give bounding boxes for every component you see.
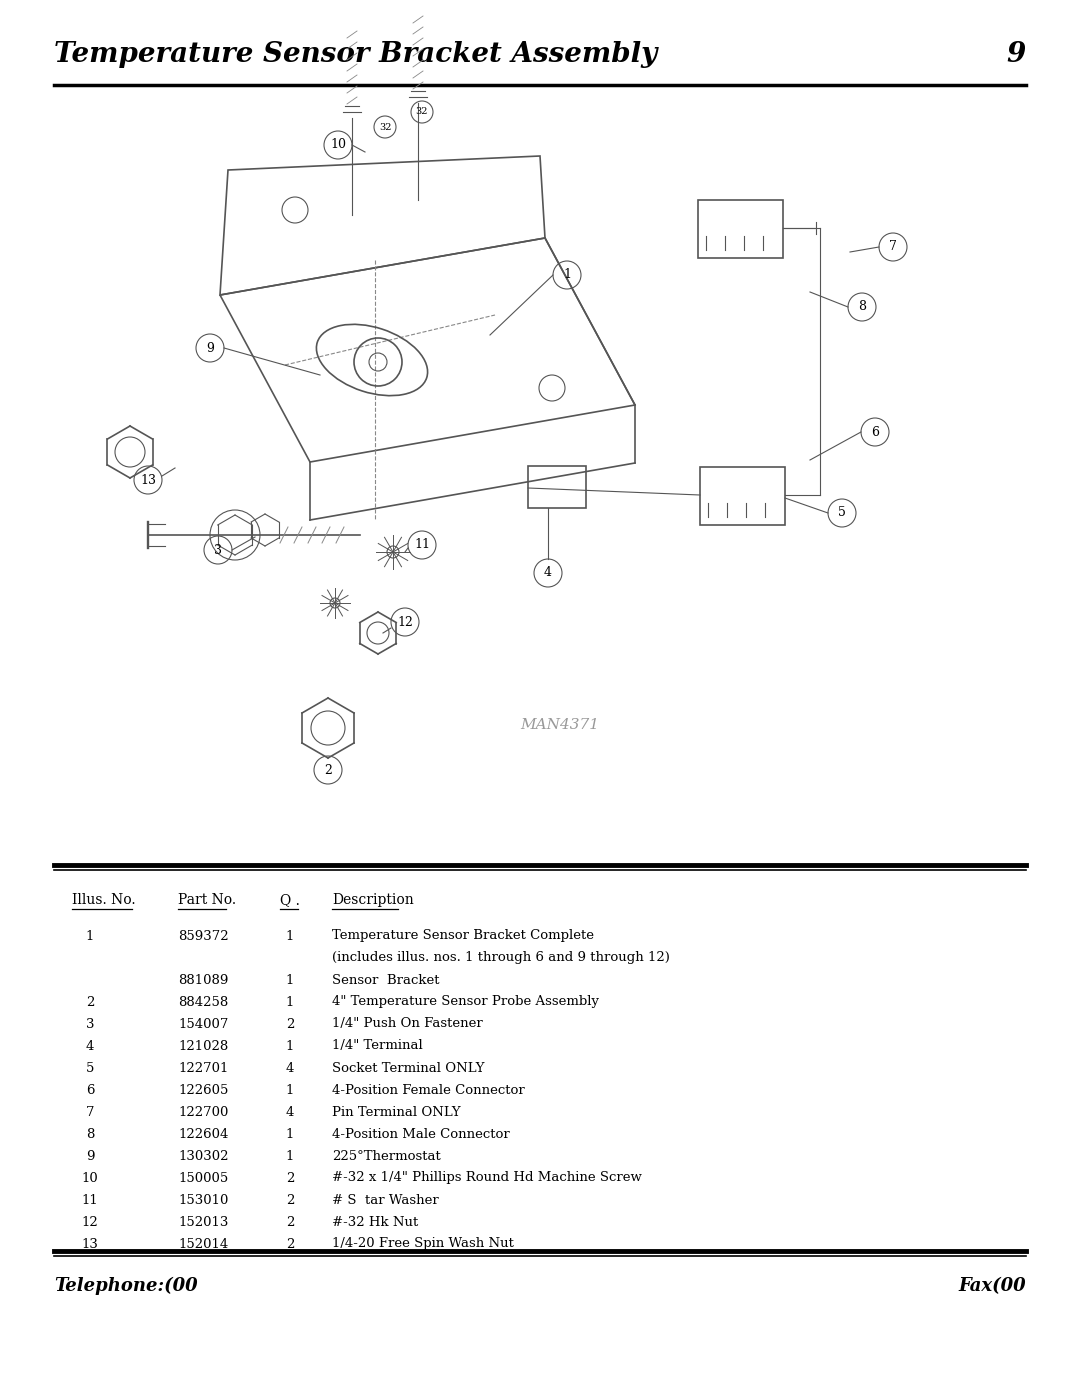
Text: 4: 4 bbox=[544, 567, 552, 580]
Text: 153010: 153010 bbox=[178, 1193, 228, 1207]
Text: 1: 1 bbox=[286, 1039, 294, 1052]
Text: 6: 6 bbox=[85, 1084, 94, 1097]
Text: 1: 1 bbox=[286, 1084, 294, 1097]
Text: 881089: 881089 bbox=[178, 974, 228, 986]
Text: 4-Position Female Connector: 4-Position Female Connector bbox=[332, 1084, 525, 1097]
Text: 4" Temperature Sensor Probe Assembly: 4" Temperature Sensor Probe Assembly bbox=[332, 996, 599, 1009]
Text: 8: 8 bbox=[85, 1127, 94, 1140]
Text: 1/4" Push On Fastener: 1/4" Push On Fastener bbox=[332, 1017, 483, 1031]
Text: Pin Terminal ONLY: Pin Terminal ONLY bbox=[332, 1105, 461, 1119]
Text: 11: 11 bbox=[82, 1193, 98, 1207]
Text: 7: 7 bbox=[889, 240, 896, 253]
Text: 122701: 122701 bbox=[178, 1062, 228, 1074]
Text: 2: 2 bbox=[286, 1172, 294, 1185]
Text: 1/4" Terminal: 1/4" Terminal bbox=[332, 1039, 422, 1052]
Text: Description: Description bbox=[332, 893, 414, 907]
Text: 152013: 152013 bbox=[178, 1215, 228, 1228]
Text: Temperature Sensor Bracket Assembly: Temperature Sensor Bracket Assembly bbox=[54, 42, 658, 68]
Text: 884258: 884258 bbox=[178, 996, 228, 1009]
Text: 1: 1 bbox=[286, 1127, 294, 1140]
Text: 9: 9 bbox=[1007, 42, 1026, 68]
Text: 3: 3 bbox=[85, 1017, 94, 1031]
Text: 5: 5 bbox=[838, 507, 846, 520]
Text: (includes illus. nos. 1 through 6 and 9 through 12): (includes illus. nos. 1 through 6 and 9 … bbox=[332, 951, 670, 964]
Text: 32: 32 bbox=[379, 123, 391, 131]
Text: 9: 9 bbox=[85, 1150, 94, 1162]
Text: 32: 32 bbox=[416, 108, 429, 116]
Text: 4: 4 bbox=[286, 1062, 294, 1074]
Text: 122605: 122605 bbox=[178, 1084, 228, 1097]
Text: 150005: 150005 bbox=[178, 1172, 228, 1185]
Text: 1: 1 bbox=[85, 929, 94, 943]
Text: 225°Thermostat: 225°Thermostat bbox=[332, 1150, 441, 1162]
Text: # S  tar Washer: # S tar Washer bbox=[332, 1193, 438, 1207]
Text: 121028: 121028 bbox=[178, 1039, 228, 1052]
Text: 13: 13 bbox=[140, 474, 156, 486]
Text: Sensor  Bracket: Sensor Bracket bbox=[332, 974, 440, 986]
Text: 8: 8 bbox=[858, 300, 866, 313]
Text: 10: 10 bbox=[330, 138, 346, 151]
Text: 1: 1 bbox=[563, 268, 571, 282]
Text: Part No.: Part No. bbox=[178, 893, 237, 907]
Text: 1/4-20 Free Spin Wash Nut: 1/4-20 Free Spin Wash Nut bbox=[332, 1238, 514, 1250]
Text: 2: 2 bbox=[286, 1017, 294, 1031]
Text: 6: 6 bbox=[870, 426, 879, 439]
Text: 3: 3 bbox=[214, 543, 222, 556]
Text: 7: 7 bbox=[85, 1105, 94, 1119]
Text: 1: 1 bbox=[286, 1150, 294, 1162]
Text: 2: 2 bbox=[286, 1215, 294, 1228]
Text: 1: 1 bbox=[286, 996, 294, 1009]
Text: 12: 12 bbox=[397, 616, 413, 629]
Text: Fax(00: Fax(00 bbox=[958, 1277, 1026, 1295]
Text: 2: 2 bbox=[85, 996, 94, 1009]
Text: 154007: 154007 bbox=[178, 1017, 228, 1031]
Text: #-32 x 1/4" Phillips Round Hd Machine Screw: #-32 x 1/4" Phillips Round Hd Machine Sc… bbox=[332, 1172, 642, 1185]
Text: 4: 4 bbox=[85, 1039, 94, 1052]
Text: 10: 10 bbox=[82, 1172, 98, 1185]
Text: 152014: 152014 bbox=[178, 1238, 228, 1250]
Text: Socket Terminal ONLY: Socket Terminal ONLY bbox=[332, 1062, 485, 1074]
Text: MAN4371: MAN4371 bbox=[521, 718, 599, 732]
Text: 2: 2 bbox=[324, 764, 332, 777]
Text: 13: 13 bbox=[82, 1238, 98, 1250]
Text: 1: 1 bbox=[286, 929, 294, 943]
Text: 12: 12 bbox=[82, 1215, 98, 1228]
Text: 4: 4 bbox=[286, 1105, 294, 1119]
Text: 122604: 122604 bbox=[178, 1127, 228, 1140]
Text: Illus. No.: Illus. No. bbox=[72, 893, 136, 907]
Text: 1: 1 bbox=[286, 974, 294, 986]
Text: Q .: Q . bbox=[280, 893, 300, 907]
Text: Temperature Sensor Bracket Complete: Temperature Sensor Bracket Complete bbox=[332, 929, 594, 943]
Text: 122700: 122700 bbox=[178, 1105, 228, 1119]
Text: 4-Position Male Connector: 4-Position Male Connector bbox=[332, 1127, 510, 1140]
Text: 859372: 859372 bbox=[178, 929, 229, 943]
Text: 2: 2 bbox=[286, 1193, 294, 1207]
Text: Telephone:(00: Telephone:(00 bbox=[54, 1277, 198, 1295]
Text: 2: 2 bbox=[286, 1238, 294, 1250]
Text: 130302: 130302 bbox=[178, 1150, 229, 1162]
Text: 9: 9 bbox=[206, 341, 214, 355]
Text: #-32 Hk Nut: #-32 Hk Nut bbox=[332, 1215, 418, 1228]
Text: 5: 5 bbox=[85, 1062, 94, 1074]
Text: 11: 11 bbox=[414, 538, 430, 552]
